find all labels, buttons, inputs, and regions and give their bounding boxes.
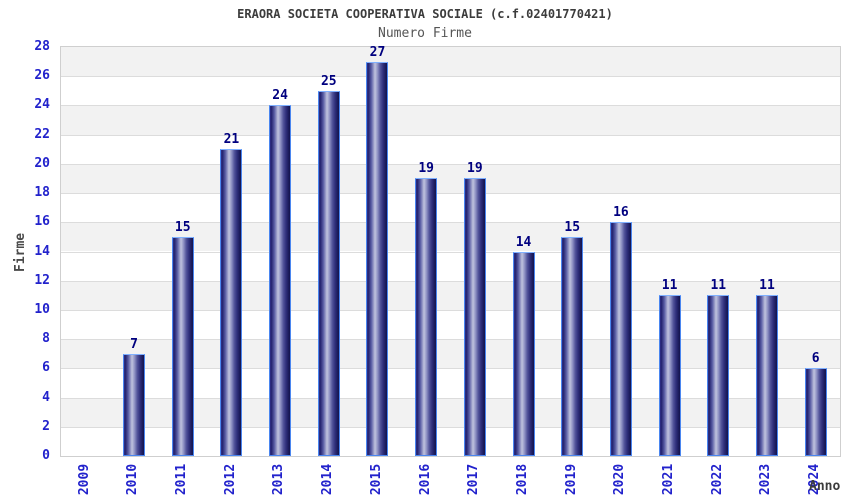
bar-value-label: 11 <box>661 278 678 294</box>
y-tick-label: 22 <box>34 126 50 142</box>
chart-subtitle: Numero Firme <box>378 26 472 41</box>
bar-value-label: 15 <box>174 219 191 235</box>
gridline <box>61 222 840 224</box>
x-tick-label: 2017 <box>450 459 499 499</box>
x-tick-label: 2023 <box>742 459 791 499</box>
x-tick-label: 2012 <box>206 459 255 499</box>
y-tick-label: 28 <box>34 39 50 54</box>
gridline <box>61 163 840 165</box>
bar-value-label: 19 <box>467 161 483 177</box>
y-tick-label: 16 <box>34 214 50 230</box>
bar-value-label: 7 <box>130 336 138 352</box>
x-tick-label: 2014 <box>303 459 352 499</box>
chart-title: ERAORA SOCIETA COOPERATIVA SOCIALE (c.f.… <box>237 7 613 21</box>
y-tick-label: 10 <box>34 301 50 317</box>
x-tick-text: 2013 <box>271 463 287 495</box>
x-tick-text: 2021 <box>661 463 677 495</box>
bar-2022 <box>707 295 730 456</box>
x-tick-label: 2009 <box>60 459 109 499</box>
gridline <box>61 134 840 136</box>
bar-2017 <box>463 178 486 456</box>
x-tick-label: 2019 <box>547 459 596 499</box>
x-tick-text: 2023 <box>758 463 774 495</box>
gridline <box>61 76 840 78</box>
bar-2016 <box>415 178 438 456</box>
bar-value-label: 21 <box>223 132 240 148</box>
bar-2018 <box>512 251 535 456</box>
y-tick-label: 6 <box>42 360 50 376</box>
x-tick-text: 2014 <box>320 463 336 495</box>
x-tick-label: 2016 <box>401 459 450 499</box>
x-tick-label: 2018 <box>498 459 547 499</box>
plot-band <box>61 47 840 77</box>
y-tick-label: 0 <box>42 448 50 463</box>
x-tick-label: 2011 <box>157 459 206 499</box>
bar-2021 <box>658 295 681 456</box>
gridline <box>61 309 840 311</box>
plot-band <box>61 134 840 164</box>
x-tick-text: 2011 <box>174 463 190 495</box>
bar-2015 <box>366 61 389 456</box>
bar-2013 <box>269 105 292 456</box>
gridline <box>61 251 840 253</box>
bar-2014 <box>317 90 340 456</box>
x-tick-text: 2010 <box>125 463 141 495</box>
gridline <box>61 368 840 370</box>
bar-2010 <box>123 353 146 456</box>
x-axis-label: Anno <box>809 479 841 494</box>
plot-band <box>61 163 840 194</box>
y-tick-label: 26 <box>34 68 50 84</box>
gridline <box>61 280 840 282</box>
x-tick-text: 2022 <box>709 463 725 495</box>
y-tick-label: 24 <box>34 97 50 113</box>
gridline <box>61 339 840 341</box>
x-tick-text: 2012 <box>222 463 238 495</box>
bar-value-label: 11 <box>710 278 727 294</box>
bar-value-label: 15 <box>564 219 581 235</box>
x-tick-label: 2013 <box>255 459 304 499</box>
bar-2011 <box>171 236 194 456</box>
plot-area: 7 15 21 24 25 27 19 19 14 15 16 11 11 11 6 <box>60 44 841 457</box>
gridline <box>61 426 840 428</box>
bar-value-label: 27 <box>369 44 386 60</box>
x-tick-text: 2015 <box>368 463 384 495</box>
y-tick-label: 8 <box>42 331 50 347</box>
y-tick-label: 20 <box>34 155 50 171</box>
y-tick-label: 2 <box>42 418 50 434</box>
x-tick-text: 2017 <box>466 463 482 495</box>
gridline <box>61 397 840 399</box>
bar-2019 <box>561 236 584 456</box>
y-tick-label: 4 <box>42 389 50 405</box>
x-tick-text: 2016 <box>417 463 433 495</box>
x-tick-text: 2018 <box>515 463 531 495</box>
x-tick-text: 2009 <box>76 463 92 495</box>
gridline <box>61 193 840 195</box>
bar-value-label: 14 <box>515 234 532 250</box>
y-tick-label: 18 <box>34 185 50 201</box>
bar-2012 <box>220 149 243 456</box>
bar-value-label: 19 <box>418 161 434 177</box>
bar-2020 <box>609 222 632 456</box>
y-tick-label: 14 <box>34 243 50 259</box>
x-tick-label: 2010 <box>109 459 158 499</box>
x-tick-text: 2019 <box>563 463 579 495</box>
bar-value-label: 16 <box>613 205 629 221</box>
x-tick-label: 2015 <box>352 459 401 499</box>
x-tick-label: 2020 <box>596 459 645 499</box>
gridline <box>61 105 840 107</box>
bar-value-label: 24 <box>272 88 288 104</box>
bar-value-label: 11 <box>759 278 775 294</box>
x-tick-label: 2022 <box>693 459 742 499</box>
x-tick-label: 2021 <box>644 459 693 499</box>
bar-2024 <box>804 368 827 456</box>
plot-band <box>61 105 840 135</box>
plot-band <box>61 76 840 106</box>
bar-value-label: 25 <box>320 73 337 89</box>
bar-2023 <box>755 295 778 456</box>
x-tick-text: 2020 <box>612 463 628 495</box>
plot-band <box>61 193 840 223</box>
bar-value-label: 6 <box>811 351 820 367</box>
y-tick-label: 12 <box>34 272 50 288</box>
